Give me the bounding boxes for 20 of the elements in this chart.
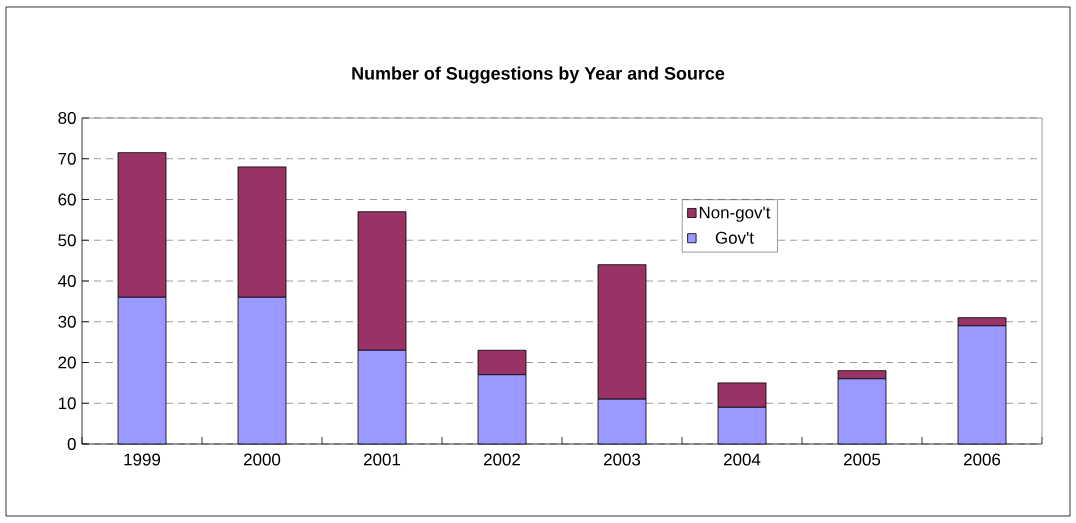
y-tick-label: 0	[67, 438, 76, 450]
chart-title: Number of Suggestions by Year and Source	[352, 66, 725, 84]
y-tick-label: 70	[58, 152, 76, 165]
x-tick-label: 2003	[604, 453, 641, 466]
y-tick-label: 60	[58, 193, 76, 206]
x-tick-label: 2006	[964, 453, 1001, 466]
y-tick-label: 50	[58, 234, 76, 247]
x-tick-label: 2004	[724, 453, 761, 466]
y-tick-label: 10	[58, 397, 76, 410]
x-tick-label: 1999	[124, 453, 161, 466]
legend-label: Non-gov't	[699, 206, 771, 222]
x-tick-label: 2001	[364, 453, 401, 466]
x-tick-label: 2005	[844, 453, 881, 466]
x-tick-label: 2002	[484, 453, 520, 466]
x-tick-label: 2000	[244, 453, 281, 466]
y-tick-label: 40	[58, 275, 76, 287]
y-tick-label: 80	[58, 112, 76, 124]
y-tick-label: 30	[58, 315, 76, 328]
y-tick-label: 20	[58, 356, 76, 369]
legend-label: Gov't	[715, 231, 754, 244]
